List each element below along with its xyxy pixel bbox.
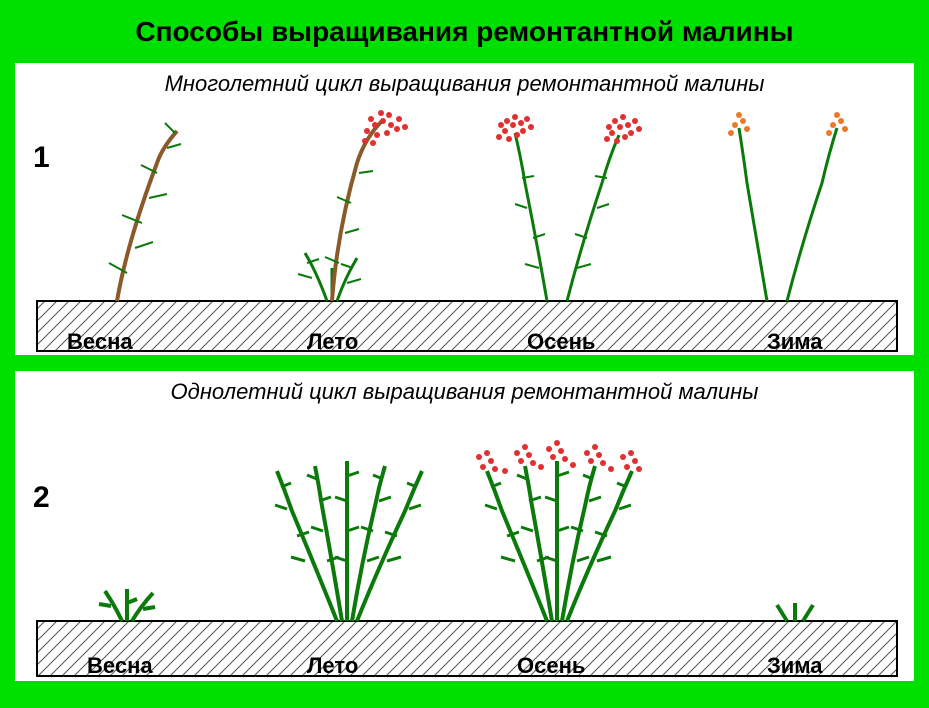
plant-autumn-2 <box>476 440 642 621</box>
label-spring-2: Весна <box>87 653 153 679</box>
label-winter-2: Зима <box>767 653 823 679</box>
plant-winter-2 <box>777 603 813 621</box>
plant-summer-1 <box>298 110 408 301</box>
plant-spring-1 <box>109 123 181 301</box>
drawing-area-1: Весна Лето Осень Зима <box>27 103 902 353</box>
plant-summer-2 <box>275 461 422 621</box>
label-spring-1: Весна <box>67 329 133 355</box>
plant-winter-1 <box>728 112 848 301</box>
label-summer-2: Лето <box>307 653 358 679</box>
plant-spring-2 <box>99 589 155 621</box>
subtitle-2: Однолетний цикл выращивания ремонтантной… <box>27 379 902 405</box>
panel-perennial: Многолетний цикл выращивания ремонтантно… <box>10 58 919 360</box>
label-winter-1: Зима <box>767 329 823 355</box>
diagram-svg-2 <box>27 411 907 681</box>
label-summer-1: Лето <box>307 329 358 355</box>
plant-autumn-1 <box>496 114 642 301</box>
label-autumn-2: Осень <box>517 653 585 679</box>
subtitle-1: Многолетний цикл выращивания ремонтантно… <box>27 71 902 97</box>
diagram-svg-1 <box>27 103 907 353</box>
panel-annual: Однолетний цикл выращивания ремонтантной… <box>10 366 919 686</box>
drawing-area-2: Весна Лето Осень Зима <box>27 411 902 681</box>
label-autumn-1: Осень <box>527 329 595 355</box>
main-title: Способы выращивания ремонтантной малины <box>10 10 919 58</box>
